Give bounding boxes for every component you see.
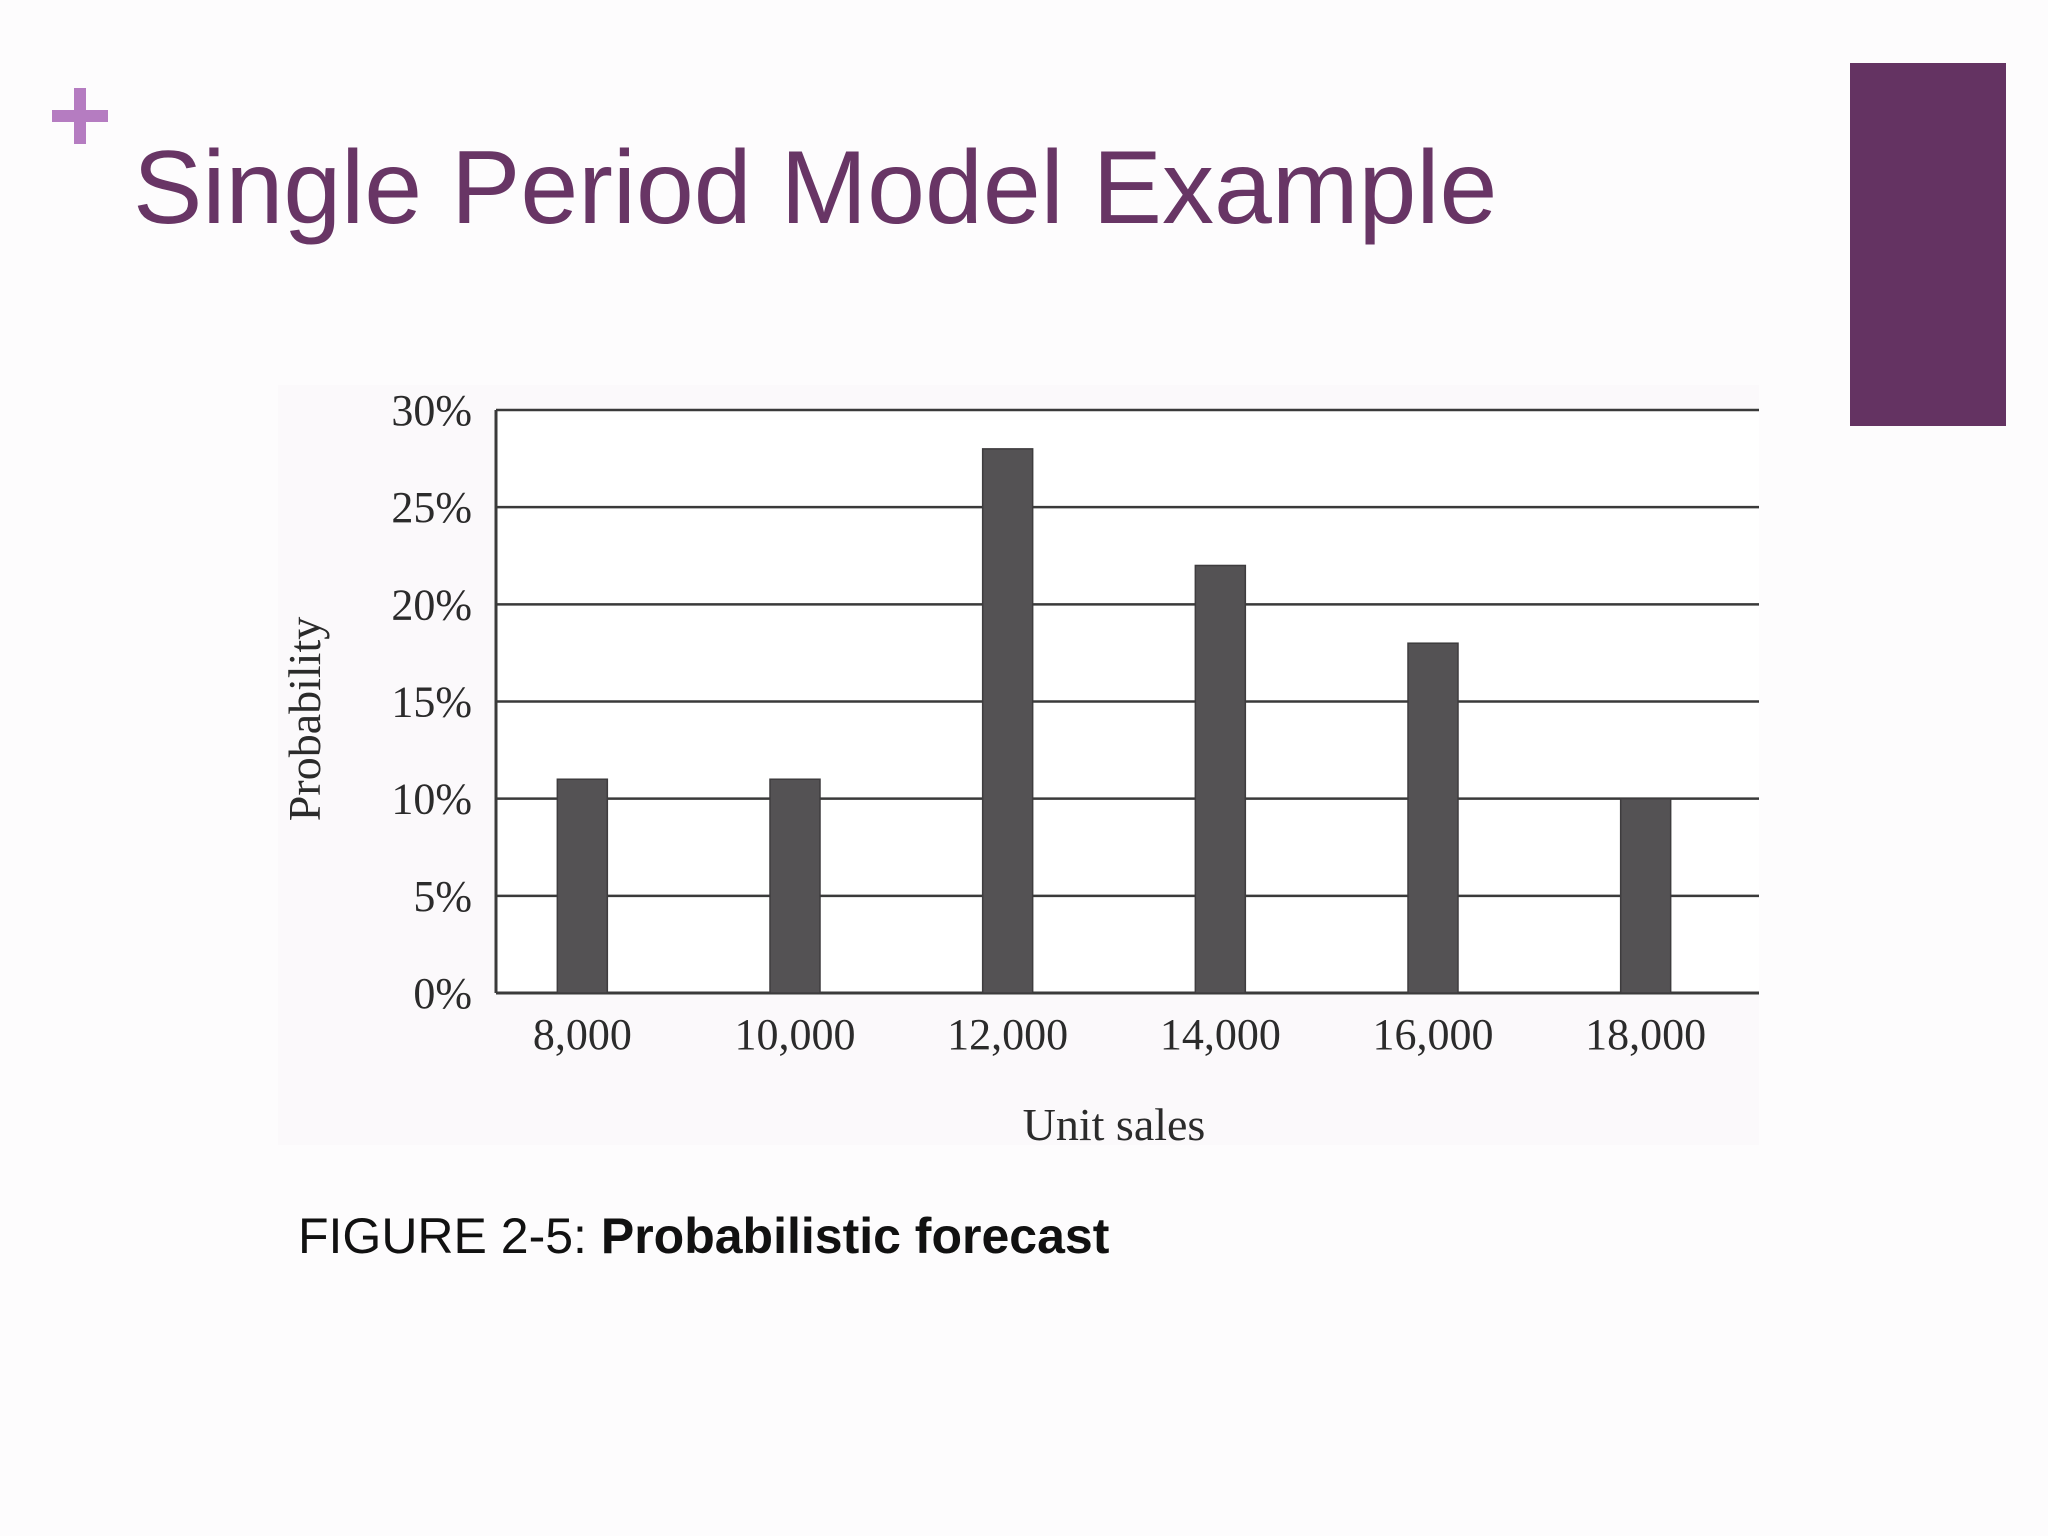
- y-tick-label: 0%: [413, 969, 472, 1018]
- caption-label: FIGURE 2-5:: [298, 1208, 601, 1264]
- bar: [556, 778, 609, 994]
- x-axis-label: Unit sales: [1023, 1099, 1206, 1145]
- accent-bar: [1850, 63, 2006, 426]
- y-tick-label: 30%: [391, 386, 472, 435]
- x-tick-label: 18,000: [1585, 1010, 1706, 1059]
- bar: [1619, 797, 1672, 994]
- x-tick-label: 14,000: [1160, 1010, 1281, 1059]
- bar-chart: 0% 5% 10% 15% 20% 25% 30% 8,000 10,000 12,000 14,0…: [279, 386, 1759, 1145]
- y-tick-label: 25%: [391, 483, 472, 532]
- bar: [1194, 564, 1247, 994]
- figure-caption: FIGURE 2-5: Probabilistic forecast: [298, 1206, 1109, 1266]
- x-tick-label: 12,000: [947, 1010, 1068, 1059]
- bar: [1407, 642, 1459, 994]
- bar: [981, 448, 1034, 994]
- y-tick-label: 15%: [391, 678, 472, 727]
- x-tick-label: 10,000: [735, 1010, 856, 1059]
- slide-title: Single Period Model Example: [133, 130, 1498, 246]
- y-axis-label: Probability: [279, 617, 330, 821]
- y-tick-label: 10%: [391, 775, 472, 824]
- y-tick-label: 5%: [413, 872, 472, 921]
- plus-icon: [52, 88, 108, 144]
- caption-title: Probabilistic forecast: [600, 1208, 1110, 1264]
- x-tick-label: 8,000: [533, 1010, 632, 1059]
- bar: [769, 778, 821, 994]
- y-tick-label: 20%: [391, 580, 472, 629]
- x-tick-label: 16,000: [1373, 1010, 1494, 1059]
